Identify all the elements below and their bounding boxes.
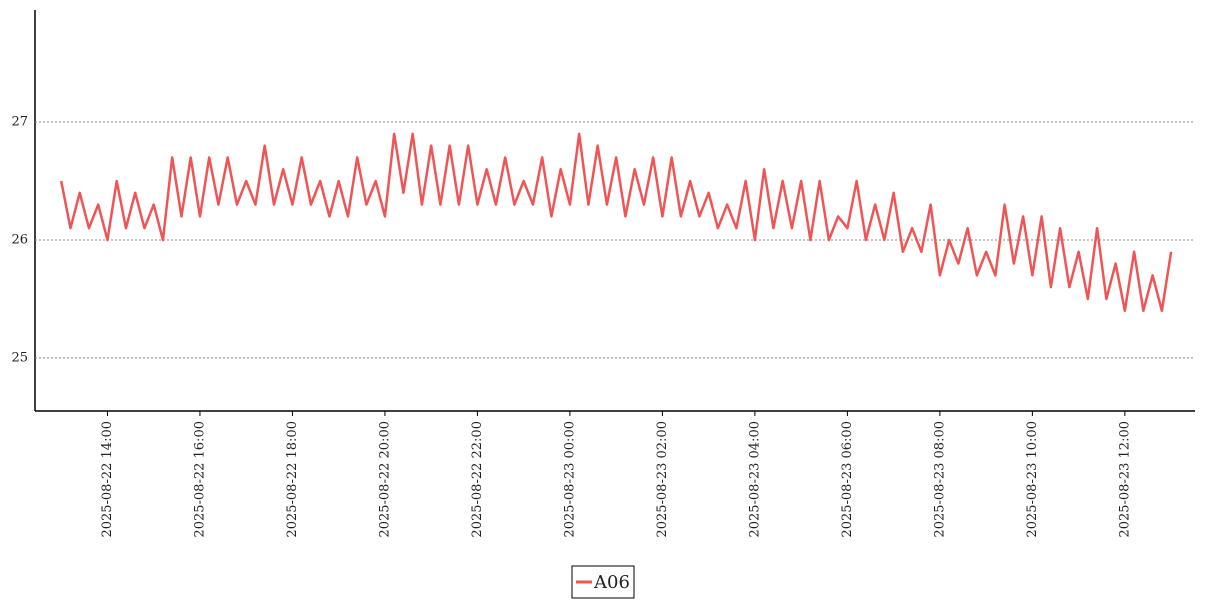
x-tick-label: 2025-08-23 02:00 — [655, 421, 670, 538]
data-line — [59, 132, 1173, 312]
y-tick-label: 26 — [11, 232, 28, 247]
x-tick-label: 2025-08-23 06:00 — [840, 421, 855, 538]
x-tick-label: 2025-08-22 16:00 — [192, 421, 207, 538]
x-tick-label: 2025-08-22 22:00 — [470, 421, 485, 538]
x-tick-label: 2025-08-23 10:00 — [1025, 421, 1040, 538]
x-tick-label: 2025-08-22 20:00 — [377, 421, 392, 538]
y-tick-label: 25 — [11, 350, 28, 365]
x-tick-label: 2025-08-22 18:00 — [285, 421, 300, 538]
x-tick-label: 2025-08-22 14:00 — [100, 421, 115, 538]
legend-label: A06 — [593, 572, 630, 593]
y-tick-label: 27 — [11, 115, 28, 130]
x-tick-label: 2025-08-23 08:00 — [932, 421, 947, 538]
x-tick-label: 2025-08-23 00:00 — [562, 421, 577, 538]
x-tick-label: 2025-08-23 12:00 — [1117, 421, 1132, 538]
x-tick-label: 2025-08-23 04:00 — [747, 421, 762, 538]
